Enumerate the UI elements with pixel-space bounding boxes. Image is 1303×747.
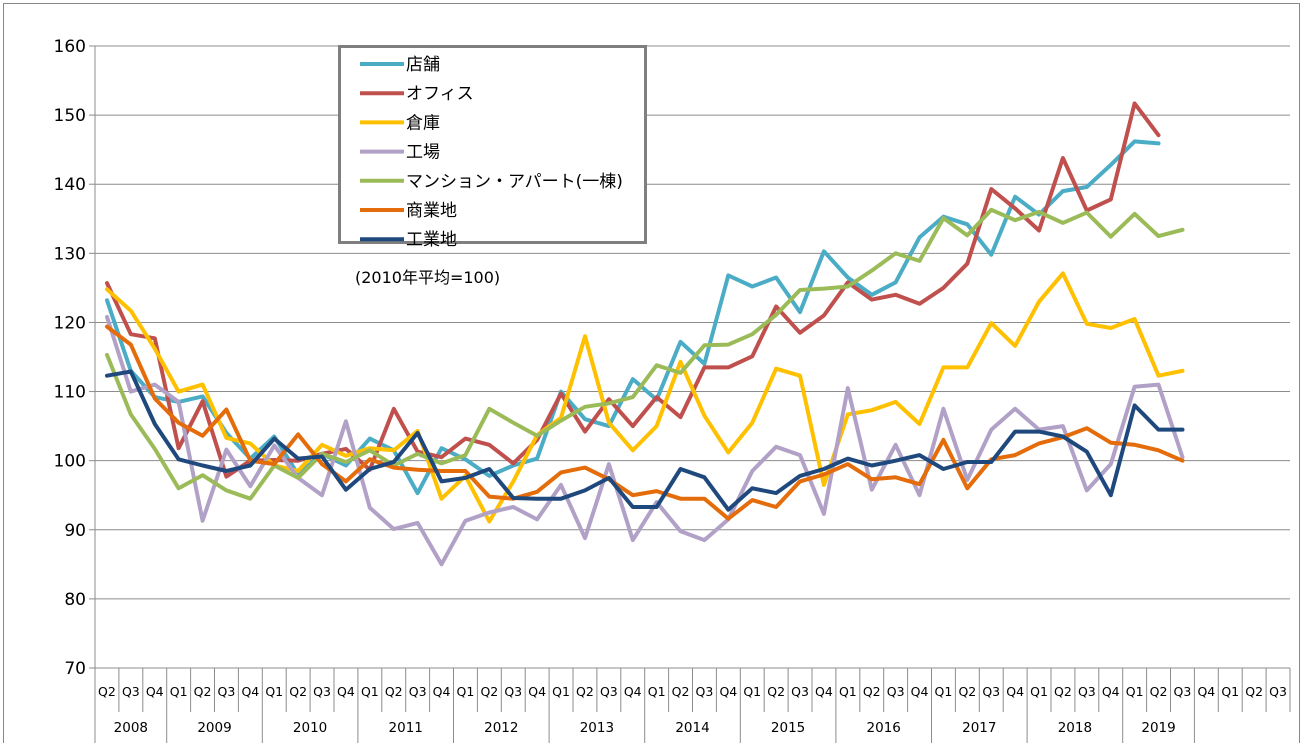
y-tick-label: 130 [54, 244, 86, 264]
series-line-0 [105, 139, 1161, 496]
x-tick-label-quarter: Q1 [552, 684, 570, 699]
axes [89, 45, 1291, 743]
y-tick-label: 160 [54, 37, 86, 57]
x-tick-label-quarter: Q3 [887, 684, 905, 699]
x-tick-label-year: 2019 [1141, 720, 1175, 736]
x-tick-label-quarter: Q4 [719, 684, 737, 699]
x-tick-label-quarter: Q2 [289, 684, 307, 699]
x-tick-label-quarter: Q2 [958, 684, 976, 699]
x-tick-label-quarter: Q1 [170, 684, 188, 699]
x-tick-label-quarter: Q4 [624, 684, 642, 699]
x-tick-label-quarter: Q2 [1150, 684, 1168, 699]
x-tick-label-year: 2009 [197, 720, 231, 736]
x-tick-label-quarter: Q4 [241, 684, 259, 699]
x-tick-label-quarter: Q1 [457, 684, 475, 699]
x-tick-label-quarter: Q3 [600, 684, 618, 699]
x-tick-label-year: 2010 [293, 720, 327, 736]
x-tick-label-quarter: Q2 [672, 684, 690, 699]
y-tick-label: 110 [54, 383, 86, 403]
x-tick-label-quarter: Q3 [504, 684, 522, 699]
x-tick-label-year: 2017 [962, 720, 996, 736]
x-tick-label-quarter: Q4 [337, 684, 355, 699]
x-tick-label-quarter: Q4 [1006, 684, 1024, 699]
y-tick-label: 120 [54, 313, 86, 333]
x-tick-label-quarter: Q3 [409, 684, 427, 699]
y-tick-label: 70 [64, 659, 86, 679]
series-line-2 [105, 271, 1185, 524]
x-axis-tick-labels: Q2 Q3 Q4 Q1 Q2 Q3 Q4 Q1 Q2 Q3 Q4 Q1 Q2 Q3 Q4 Q1 Q2 Q3 Q4 Q1… [98, 684, 1287, 736]
x-tick-label-quarter: Q3 [1174, 684, 1192, 699]
legend-label-5: 商業地 [406, 201, 457, 221]
x-tick-label-quarter: Q2 [385, 684, 403, 699]
gridlines [95, 45, 1290, 669]
y-tick-label: 140 [54, 175, 86, 195]
x-tick-label-quarter: Q3 [791, 684, 809, 699]
legend-box [338, 45, 647, 244]
y-tick-label: 80 [64, 590, 86, 610]
x-tick-label-quarter: Q2 [576, 684, 594, 699]
y-tick-label: 150 [54, 106, 86, 126]
x-tick-label-quarter: Q1 [1126, 684, 1144, 699]
x-tick-label-quarter: Q3 [218, 684, 236, 699]
x-tick-label-year: 2008 [114, 720, 148, 736]
x-tick-label-quarter: Q3 [122, 684, 140, 699]
legend-label-4: マンション・アパート(一棟) [406, 172, 623, 192]
y-tick-label: 90 [64, 521, 86, 541]
legend-label-2: 倉庫 [406, 113, 440, 133]
x-tick-label-quarter: Q3 [982, 684, 1000, 699]
legend-label-0: 店舗 [406, 55, 440, 75]
x-tick-label-year: 2014 [675, 720, 709, 736]
series-line-6 [105, 369, 1185, 512]
series-line-1 [105, 101, 1161, 479]
x-tick-label-quarter: Q1 [839, 684, 857, 699]
y-tick-label: 100 [54, 452, 86, 472]
x-tick-label-quarter: Q2 [480, 684, 498, 699]
x-tick-label-quarter: Q4 [146, 684, 164, 699]
x-tick-label-quarter: Q2 [1245, 684, 1263, 699]
y-axis-tick-labels: 70 80 90 100 110 120 130 140 150 160 [54, 37, 86, 679]
x-tick-label-quarter: Q4 [528, 684, 546, 699]
x-tick-label-quarter: Q1 [648, 684, 666, 699]
x-tick-label-quarter: Q3 [1269, 684, 1287, 699]
index-base-note: (2010年平均=100) [355, 268, 500, 287]
x-tick-label-quarter: Q1 [743, 684, 761, 699]
series-line-4 [105, 207, 1185, 501]
x-tick-label-quarter: Q4 [815, 684, 833, 699]
x-tick-label-year: 2013 [580, 720, 614, 736]
x-tick-label-quarter: Q2 [1054, 684, 1072, 699]
x-tick-label-quarter: Q2 [767, 684, 785, 699]
x-tick-label-quarter: Q1 [935, 684, 953, 699]
x-tick-label-year: 2016 [867, 720, 901, 736]
x-tick-label-quarter: Q2 [194, 684, 212, 699]
legend-label-1: オフィス [406, 84, 474, 104]
x-tick-label-quarter: Q4 [1197, 684, 1215, 699]
x-tick-label-quarter: Q1 [1221, 684, 1239, 699]
x-tick-label-quarter: Q4 [911, 684, 929, 699]
x-tick-label-quarter: Q3 [696, 684, 714, 699]
x-tick-label-year: 2018 [1058, 720, 1092, 736]
x-tick-label-year: 2015 [771, 720, 805, 736]
x-tick-label-quarter: Q4 [433, 684, 451, 699]
x-tick-label-quarter: Q1 [1030, 684, 1048, 699]
x-tick-label-quarter: Q1 [265, 684, 283, 699]
x-tick-label-quarter: Q2 [863, 684, 881, 699]
series-lines [105, 101, 1185, 567]
legend-label-3: 工場 [406, 143, 440, 163]
x-tick-label-year: 2011 [389, 720, 423, 736]
x-tick-label-quarter: Q4 [1102, 684, 1120, 699]
x-tick-label-quarter: Q2 [98, 684, 116, 699]
legend-label-6: 工業地 [406, 230, 457, 250]
x-tick-label-year: 2012 [484, 720, 518, 736]
x-tick-label-quarter: Q3 [1078, 684, 1096, 699]
x-tick-label-quarter: Q3 [313, 684, 331, 699]
series-line-3 [105, 314, 1185, 567]
x-tick-label-quarter: Q1 [361, 684, 379, 699]
